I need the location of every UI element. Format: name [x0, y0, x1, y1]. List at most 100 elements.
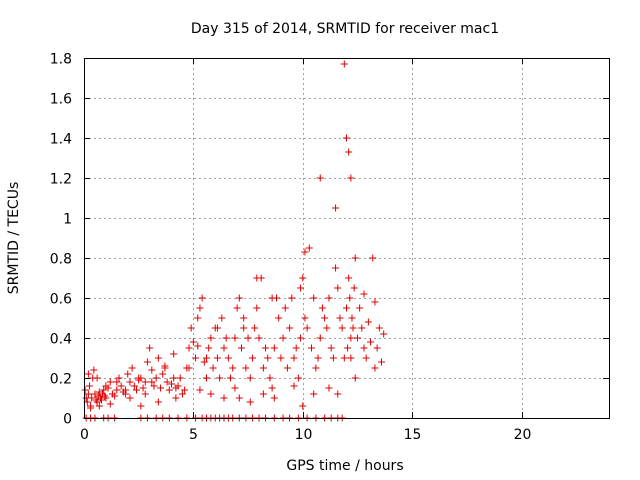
data-point	[218, 314, 226, 322]
x-tick-label: 5	[189, 427, 198, 443]
data-point	[98, 396, 105, 404]
data-point	[279, 334, 287, 342]
data-point	[209, 364, 217, 372]
data-point	[347, 354, 355, 362]
data-point	[378, 358, 385, 366]
y-tick-label: 1.2	[50, 172, 72, 188]
data-point	[301, 314, 309, 322]
data-point	[185, 364, 193, 372]
data-point	[165, 386, 173, 394]
data-point	[340, 354, 348, 362]
data-point	[244, 334, 252, 342]
data-point	[348, 314, 356, 322]
data-point	[345, 148, 353, 156]
data-point	[380, 330, 388, 338]
data-point	[268, 294, 276, 302]
y-tick-label: 0.4	[50, 332, 72, 348]
data-point	[297, 334, 305, 342]
data-point	[157, 384, 165, 392]
data-point	[259, 390, 267, 398]
data-point	[270, 394, 278, 402]
data-point	[113, 378, 121, 386]
x-tick-label: 20	[514, 427, 532, 443]
data-point	[347, 174, 355, 182]
data-point	[353, 334, 361, 342]
data-point	[168, 380, 175, 388]
data-point	[200, 358, 208, 366]
chart-title: Day 315 of 2014, SRMTID for receiver mac…	[191, 21, 499, 37]
data-point	[350, 284, 358, 292]
data-point	[154, 354, 162, 362]
data-point	[321, 314, 329, 322]
data-point	[205, 344, 213, 352]
data-point	[194, 342, 202, 350]
data-point	[262, 344, 270, 352]
data-point	[224, 354, 232, 362]
data-point	[216, 374, 224, 382]
data-point	[159, 370, 167, 378]
data-point	[113, 386, 121, 394]
data-point	[367, 338, 375, 346]
data-point	[231, 334, 239, 342]
data-point	[266, 374, 274, 382]
data-point	[264, 354, 272, 362]
data-point	[329, 354, 337, 362]
data-point	[100, 386, 108, 394]
x-axis-ticks: 0 5 10 15 20	[80, 58, 531, 443]
data-point	[84, 390, 92, 398]
data-point	[310, 294, 318, 302]
data-point	[251, 324, 259, 332]
data-point	[115, 374, 123, 382]
data-point	[143, 358, 151, 366]
data-point	[161, 362, 169, 370]
data-point	[371, 298, 379, 306]
data-point	[364, 318, 372, 326]
data-point	[194, 314, 202, 322]
data-point	[369, 254, 377, 262]
data-point	[185, 344, 193, 352]
data-point	[286, 324, 294, 332]
data-point	[338, 324, 346, 332]
data-point	[111, 392, 119, 400]
data-point	[346, 294, 354, 302]
data-point	[312, 364, 320, 372]
data-point	[220, 394, 228, 402]
data-point	[290, 354, 298, 362]
data-point	[340, 60, 348, 68]
y-axis-label: SRMTID / TECUs	[6, 182, 22, 295]
data-point	[248, 354, 256, 362]
data-point	[299, 274, 307, 282]
data-point	[196, 304, 204, 312]
data-point	[189, 338, 197, 346]
data-point	[106, 400, 114, 408]
data-point	[375, 324, 383, 332]
data-point	[314, 354, 322, 362]
data-point	[192, 354, 200, 362]
y-tick-label: 0.6	[50, 292, 72, 308]
data-point	[176, 374, 184, 382]
data-point	[310, 390, 318, 398]
data-point	[102, 382, 110, 390]
data-point	[268, 384, 276, 392]
data-point	[270, 344, 278, 352]
data-point	[81, 386, 89, 394]
data-point	[275, 314, 283, 322]
data-point	[255, 334, 263, 342]
data-point	[229, 364, 237, 372]
data-point	[290, 382, 298, 390]
data-point	[203, 354, 210, 362]
data-point	[135, 374, 143, 382]
data-point	[327, 344, 335, 352]
y-tick-label: 1.4	[50, 132, 72, 148]
data-point	[227, 374, 235, 382]
data-point	[323, 324, 331, 332]
data-point	[235, 394, 243, 402]
data-point	[126, 378, 134, 386]
data-point	[371, 364, 379, 372]
data-point	[301, 248, 309, 256]
data-point	[198, 294, 206, 302]
data-point	[222, 334, 230, 342]
data-point	[130, 382, 138, 390]
data-point	[124, 370, 132, 378]
data-point	[344, 344, 352, 352]
